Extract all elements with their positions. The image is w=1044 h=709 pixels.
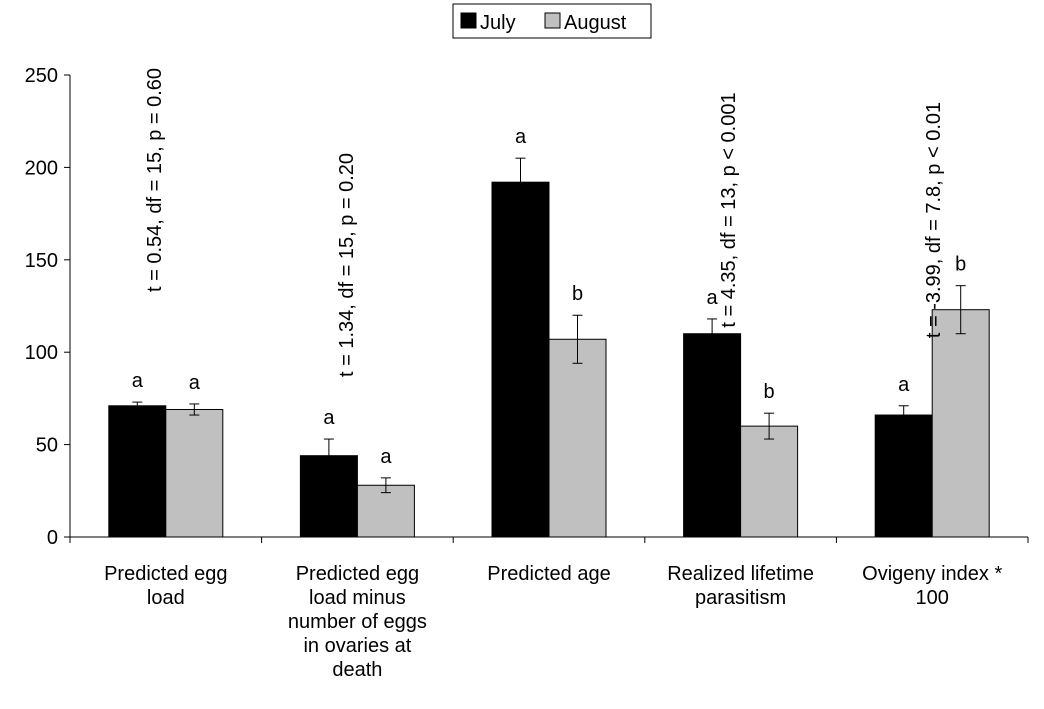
y-tick-label: 100 (25, 342, 58, 364)
category-label: Predicted egg load (104, 563, 227, 609)
y-tick-label: 250 (25, 65, 58, 87)
stat-label: t = 1.34, df = 15, p = 0.20 (336, 153, 358, 377)
category-label: Predicted egg load minus number of eggs in … (288, 563, 427, 681)
category-label-line: Realized lifetime (667, 563, 814, 585)
significance-letter: a (707, 287, 719, 309)
category-label-line: Ovigeny index * (862, 563, 1002, 585)
bar-july (108, 405, 167, 538)
category-label-line: load minus (309, 587, 406, 609)
significance-letter: b (955, 254, 966, 276)
bar-august (165, 408, 224, 538)
y-tick-label: 150 (25, 250, 58, 272)
stat-label: t = -3.99, df = 7.8, p < 0.01 (923, 102, 945, 338)
y-tick-label: 0 (47, 527, 58, 549)
stat-label: t = 4.38, df = 14, p < 0.001 (527, 247, 549, 482)
legend-label-august: August (564, 12, 627, 34)
category-label: Ovigeny index * 100 (862, 563, 1002, 609)
significance-letter: a (380, 446, 392, 468)
bar-august (740, 425, 799, 538)
significance-letter: a (515, 126, 527, 148)
bar-august (548, 338, 607, 538)
bar-july (683, 333, 742, 538)
category-label-line: 100 (916, 587, 949, 609)
legend: July August (452, 3, 652, 39)
category-label-line: Predicted egg (296, 563, 419, 585)
legend-swatch-july (460, 12, 477, 29)
bar-july (491, 181, 550, 538)
significance-letter: a (323, 407, 335, 429)
stat-label: t = 4.35, df = 13, p < 0.001 (718, 92, 740, 327)
legend-label-july: July (480, 12, 516, 34)
category-label: Predicted age (487, 563, 610, 585)
category-label-line: number of eggs (288, 611, 427, 633)
category-label-line: death (332, 659, 382, 681)
significance-letter: a (898, 374, 910, 396)
significance-letter: a (132, 370, 144, 392)
stat-label: t = 0.54, df = 15, p = 0.60 (144, 68, 166, 292)
category-label: Realized lifetime parasitism (667, 563, 814, 609)
bar-august (931, 309, 990, 538)
y-tick-label: 50 (36, 435, 58, 457)
bar-july (874, 414, 933, 538)
category-label-line: Predicted age (487, 563, 610, 585)
y-tick-label: 200 (25, 157, 58, 179)
category-label-line: load (147, 587, 185, 609)
category-label-line: parasitism (695, 587, 786, 609)
significance-letter: a (189, 372, 201, 394)
legend-swatch-august (544, 12, 561, 29)
significance-letter: b (572, 283, 583, 305)
category-label-line: in ovaries at (303, 635, 411, 657)
significance-letter: b (764, 381, 775, 403)
category-label-line: Predicted egg (104, 563, 227, 585)
